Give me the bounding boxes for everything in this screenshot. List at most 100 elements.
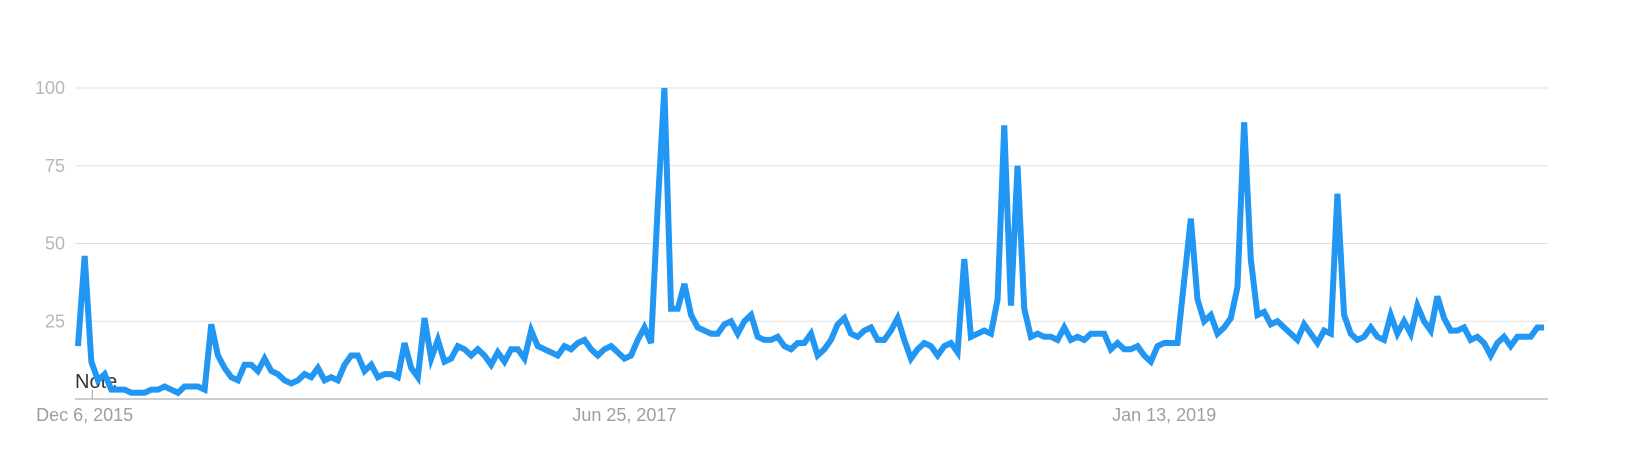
data-point [816,353,820,357]
data-point [223,366,227,370]
data-point [1189,217,1193,221]
data-point [802,341,806,345]
data-point [522,357,526,361]
data-point [649,341,653,345]
data-point [1529,335,1533,339]
x-tick-label: Dec 6, 2015 [36,405,133,425]
data-point [349,353,353,357]
data-point [1222,325,1226,329]
data-point [662,86,666,90]
data-point [542,347,546,351]
data-point [616,350,620,354]
data-point [309,375,313,379]
data-point [1389,313,1393,317]
data-point [1509,344,1513,348]
data-point [622,357,626,361]
data-point [436,338,440,342]
data-point [696,325,700,329]
data-point [389,372,393,376]
data-point [1309,332,1313,336]
data-point [1169,341,1173,345]
data-point [656,204,660,208]
data-point [869,325,873,329]
data-point [556,353,560,357]
y-tick-label: 75 [45,156,65,176]
data-point [1362,335,1366,339]
data-point [1122,347,1126,351]
x-axis-ticks: Dec 6, 2015 Jun 25, 2017 Jan 13, 2019 [36,405,1216,425]
data-point [1449,329,1453,333]
data-point [742,319,746,323]
data-point [862,329,866,333]
data-point [1502,335,1506,339]
data-point [482,353,486,357]
data-point [629,353,633,357]
data-point [369,363,373,367]
data-point [129,391,133,395]
data-point [289,381,293,385]
data-point [116,388,120,392]
data-point [136,391,140,395]
data-point [982,329,986,333]
data-point [789,347,793,351]
data-point [1149,360,1153,364]
data-point [209,322,213,326]
data-point [256,369,260,373]
data-point [329,375,333,379]
data-point [1129,347,1133,351]
data-point [76,344,80,348]
data-point [709,332,713,336]
data-point [1016,164,1020,168]
data-point [796,341,800,345]
data-point [109,388,113,392]
data-point [176,391,180,395]
data-point [956,350,960,354]
data-point [642,325,646,329]
data-point [882,338,886,342]
data-points [76,86,1546,395]
data-point [423,316,427,320]
data-point [1056,338,1060,342]
data-point [183,385,187,389]
data-point [922,341,926,345]
data-point [1355,338,1359,342]
data-point [343,363,347,367]
data-point [1142,353,1146,357]
data-point [1295,338,1299,342]
data-point [1062,325,1066,329]
data-point [1022,307,1026,311]
data-point [942,344,946,348]
data-point [363,369,367,373]
data-point [316,366,320,370]
data-point [169,388,173,392]
data-point [596,353,600,357]
data-point [929,344,933,348]
data-point [1515,335,1519,339]
data-point [516,347,520,351]
data-point [96,378,100,382]
data-point [1369,325,1373,329]
data-point [83,254,87,258]
data-point [729,319,733,323]
data-point [1235,285,1239,289]
data-point [156,388,160,392]
data-point [462,347,466,351]
data-point [736,332,740,336]
data-point [749,313,753,317]
series-line [75,87,1544,397]
data-point [509,347,513,351]
data-point [443,360,447,364]
x-tick-label: Jun 25, 2017 [572,405,676,425]
data-point [89,360,93,364]
data-point [536,344,540,348]
data-point [969,335,973,339]
data-point [269,369,273,373]
data-point [682,282,686,286]
y-tick-label: 25 [45,311,65,331]
data-point [836,322,840,326]
data-point [163,385,167,389]
data-point [449,357,453,361]
data-point [496,350,500,354]
data-point [1522,335,1526,339]
